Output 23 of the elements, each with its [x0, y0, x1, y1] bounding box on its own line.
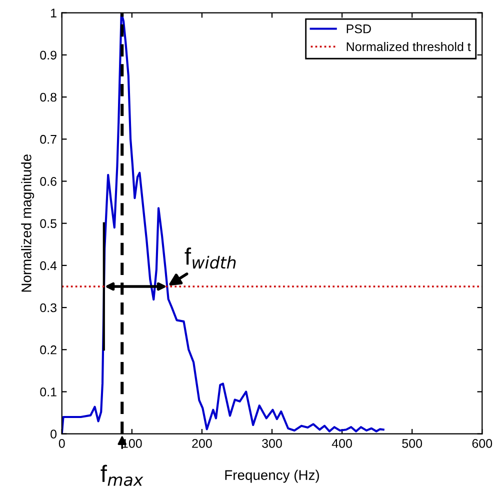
ref-line-label: f$_{max}$ [100, 464, 144, 486]
y-tick-label: 0.1 [40, 388, 56, 396]
y-tick-label: 1 [51, 8, 56, 18]
x-tick-label: 300 [262, 439, 282, 448]
legend-label: PSD [346, 24, 371, 34]
x-tick-label: 400 [332, 439, 352, 448]
y-tick-label: 0 [50, 430, 57, 438]
y-tick-label: 0.9 [40, 50, 56, 60]
y-tick-label: 0.4 [40, 261, 57, 270]
y-tick-label: 0.6 [40, 177, 56, 186]
x-tick-label: 600 [472, 439, 492, 448]
x-axis-title: Frequency (Hz) [225, 470, 319, 483]
legend-label: Normalized threshold t [346, 42, 471, 52]
y-tick-label: 0.2 [40, 345, 56, 354]
x-tick-label: 0 [58, 439, 65, 448]
x-tick-label: 200 [192, 439, 212, 448]
y-tick-label: 0.8 [40, 92, 56, 102]
y-tick-label: 0.3 [40, 303, 56, 312]
y-axis-title: Normalized magnitude [21, 154, 34, 292]
annotation: f$_{width}$ [184, 248, 236, 269]
y-tick-label: 0.5 [40, 219, 56, 228]
x-tick-label: 500 [402, 439, 422, 448]
y-tick-label: 0.7 [40, 134, 56, 144]
